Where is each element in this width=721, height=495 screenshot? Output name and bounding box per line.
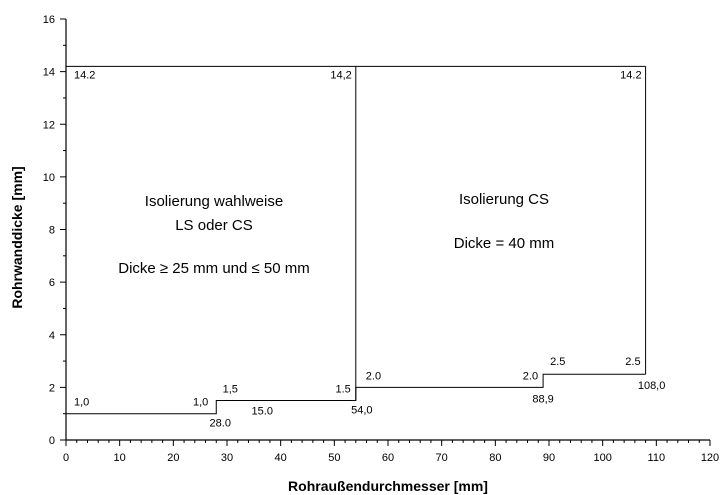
data-label: 2.5 <box>625 356 640 368</box>
y-tick-label: 6 <box>49 277 55 289</box>
x-tick-label: 70 <box>436 452 448 464</box>
data-label: 2.0 <box>523 370 538 382</box>
x-tick-label: 40 <box>275 452 287 464</box>
y-tick-label: 8 <box>49 225 55 237</box>
data-label: 14.2 <box>74 69 95 81</box>
x-tick-label: 10 <box>114 452 126 464</box>
region-label: Dicke ≥ 25 mm und ≤ 50 mm <box>118 260 310 277</box>
region-label: Isolierung CS <box>459 191 549 208</box>
region-label: LS oder CS <box>175 217 253 234</box>
region-label: Dicke = 40 mm <box>454 235 554 252</box>
data-label: 1.5 <box>336 384 351 396</box>
y-tick-label: 4 <box>49 330 55 342</box>
x-ticks: 0 10 20 30 40 50 60 70 80 90 100 110 120 <box>63 440 719 464</box>
data-label: 1,5 <box>223 384 238 396</box>
data-label: 15.0 <box>252 406 273 418</box>
y-tick-label: 10 <box>43 172 55 184</box>
y-tick-label: 16 <box>43 14 55 26</box>
x-tick-label: 110 <box>648 452 666 464</box>
data-label: 88,9 <box>532 393 553 405</box>
data-label: 1,0 <box>74 397 89 409</box>
annotations: 14.2 14,2 14.21,0 1,028.01,515.01.554,02.0 2… <box>74 69 665 429</box>
y-tick-label: 14 <box>43 67 55 79</box>
series-step-line <box>66 373 646 415</box>
series <box>66 373 646 415</box>
x-tick-label: 0 <box>63 452 69 464</box>
data-label: 2.5 <box>550 356 565 368</box>
y-tick-label: 12 <box>43 119 55 131</box>
region-label: Isolierung wahlweise <box>145 193 283 210</box>
x-tick-label: 30 <box>221 452 233 464</box>
x-tick-label: 20 <box>167 452 179 464</box>
data-label: 14.2 <box>620 69 641 81</box>
y-ticks: 0 2 4 6 8 10 12 14 16 <box>43 14 66 447</box>
x-tick-label: 50 <box>328 452 340 464</box>
data-label: 108,0 <box>638 380 666 392</box>
x-tick-label: 90 <box>543 452 555 464</box>
data-label: 14,2 <box>330 69 351 81</box>
data-label: 2.0 <box>366 370 381 382</box>
x-tick-label: 120 <box>701 452 719 464</box>
y-tick-label: 2 <box>49 382 55 394</box>
regions <box>66 65 647 401</box>
region-texts: Isolierung wahlweise LS oder CS Dicke ≥ 25… <box>118 191 554 277</box>
y-tick-label: 0 <box>49 435 55 447</box>
x-tick-label: 60 <box>382 452 394 464</box>
axes <box>65 19 710 441</box>
data-label: 54,0 <box>351 405 372 417</box>
x-axis-title: Rohraußendurchmesser [mm] <box>288 478 488 494</box>
data-label: 1,0 <box>193 397 208 409</box>
y-axis-title: Rohrwanddicke [mm] <box>9 166 25 308</box>
x-tick-label: 100 <box>593 452 611 464</box>
x-tick-label: 80 <box>489 452 501 464</box>
data-label: 28.0 <box>210 418 231 430</box>
